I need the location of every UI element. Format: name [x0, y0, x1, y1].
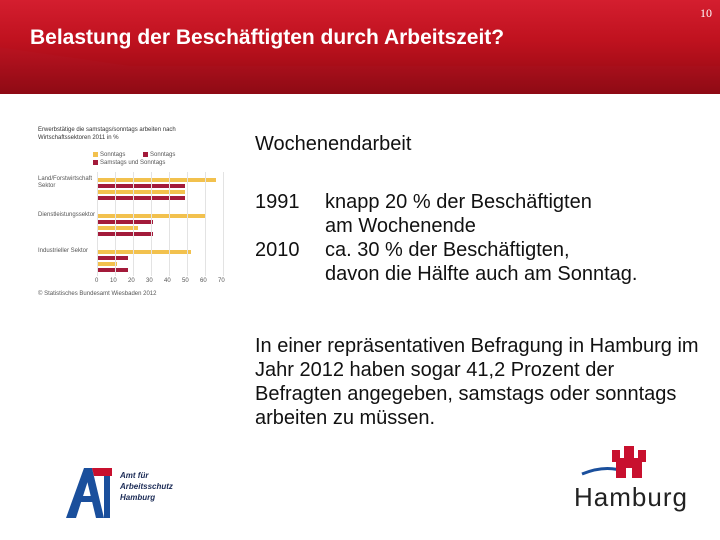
tick-label: 40	[164, 278, 171, 284]
category-label: Dienstleistungssektor	[38, 212, 96, 218]
fact-line: am Wochenende	[325, 215, 476, 237]
category-label: Land/Forstwirtschaft Sektor	[38, 176, 93, 189]
category-label: Industrieller Sektor	[38, 248, 89, 254]
tick-label: 50	[182, 278, 189, 284]
slide-title: Belastung der Beschäftigten durch Arbeit…	[30, 26, 505, 49]
hamburg-logo	[566, 444, 686, 516]
section-heading: Wochenendarbeit	[255, 133, 412, 155]
amt-logo-line: Hamburg	[120, 493, 156, 502]
fact-line: ca. 30 % der Beschäftigten,	[325, 239, 570, 261]
chart-title: Erwerbstätige die samstags/sonntags arbe…	[38, 127, 176, 141]
fact-year: 1991	[255, 191, 300, 213]
fact-line: knapp 20 % der Beschäftigten	[325, 191, 592, 213]
grid-line	[187, 172, 188, 276]
hamburg-wordmark: Hamburg	[574, 482, 688, 512]
amt-logo-line: Arbeitsschutz	[120, 482, 173, 491]
survey-paragraph: In einer repräsentativen Befragung in Ha…	[255, 335, 699, 429]
amt-logo-line: Amt für	[120, 471, 149, 480]
chart-source: © Statistisches Bundesamt Wiesbaden 2012	[38, 291, 157, 297]
grid-line	[133, 172, 134, 276]
grid-line	[205, 172, 206, 276]
grid-line	[151, 172, 152, 276]
fact-line: davon die Hälfte auch am Sonntag.	[325, 263, 638, 285]
grid-line	[115, 172, 116, 276]
chart-bar	[97, 190, 186, 194]
chart-bar	[97, 220, 153, 224]
chart-bar	[97, 262, 117, 266]
grid-line	[169, 172, 170, 276]
grid-line	[223, 172, 224, 276]
chart: Erwerbstätige die samstags/sonntags arbe…	[38, 126, 228, 304]
legend-label: Sonntags	[100, 152, 126, 159]
amt-logo-text: Amt für Arbeitsschutz Hamburg	[120, 470, 173, 503]
legend-item: Samstags und Sonntags	[93, 160, 165, 166]
chart-bar	[97, 226, 139, 230]
tick-label: 20	[128, 278, 135, 284]
page-number: 10	[700, 6, 712, 20]
legend-item: Sonntags	[143, 152, 175, 158]
chart-bar	[97, 196, 186, 200]
grid-line	[97, 172, 98, 276]
legend-item: Sonntags	[93, 152, 125, 158]
chart-bar	[97, 256, 128, 260]
tick-label: 10	[110, 278, 117, 284]
chart-bar	[97, 232, 153, 236]
title-band	[0, 0, 720, 66]
title-bar: Belastung der Beschäftigten durch Arbeit…	[0, 0, 720, 94]
legend-swatch	[93, 160, 98, 165]
chart-bar	[97, 178, 216, 182]
legend-label: Samstags und Sonntags	[100, 160, 166, 167]
legend-swatch	[143, 152, 148, 157]
tick-label: 60	[200, 278, 207, 284]
chart-bar	[97, 250, 191, 254]
legend-label: Sonntags	[150, 152, 176, 159]
fact-year: 2010	[255, 239, 300, 261]
legend-swatch	[93, 152, 98, 157]
hamburg-castle-icon	[581, 446, 646, 478]
chart-bar	[97, 268, 128, 272]
amt-logo-icon	[66, 468, 112, 518]
amt-arbeitsschutz-logo: Amt für Arbeitsschutz Hamburg	[62, 462, 192, 522]
tick-label: 30	[146, 278, 153, 284]
tick-label: 0	[95, 278, 99, 284]
chart-bar	[97, 184, 186, 188]
tick-label: 70	[218, 278, 225, 284]
